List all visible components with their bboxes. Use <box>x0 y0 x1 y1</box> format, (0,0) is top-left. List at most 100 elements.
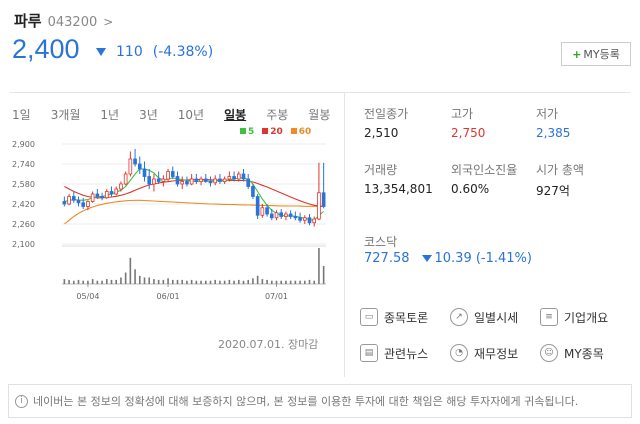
stat-value: 2,750 <box>451 126 486 140</box>
chat-icon: ▭ <box>360 308 378 326</box>
tab-monthly[interactable]: 월봉 <box>308 108 331 122</box>
stat-low: 저가 2,385 <box>536 106 570 140</box>
volume-bar <box>153 279 155 284</box>
candle <box>312 218 317 224</box>
volume-bar <box>233 280 235 284</box>
candle <box>241 173 246 180</box>
volume-bar <box>105 279 108 284</box>
volume-bar <box>190 279 193 284</box>
candle <box>90 193 95 202</box>
stat-value: 927억 <box>536 184 570 198</box>
candle <box>284 213 288 217</box>
tab-1d[interactable]: 1일 <box>12 108 31 122</box>
stat-high: 고가 2,750 <box>451 106 485 140</box>
volume-bar <box>129 257 132 284</box>
candle <box>279 212 284 217</box>
volume-bar <box>252 278 254 284</box>
volume-bar <box>138 275 141 284</box>
price-chart[interactable]: 2,900 2,740 2,580 2,420 2,260 2,100 05/04 06/01… <box>10 138 330 306</box>
stat-market-cap: 시가 총액 927억 <box>536 162 584 199</box>
ma60-line <box>64 199 324 225</box>
link-related-news[interactable]: ▤ 관련뉴스 <box>360 344 428 362</box>
link-daily-price[interactable]: ↗ 일별시세 <box>450 308 518 326</box>
disclaimer-text: 네이버는 본 정보의 정확성에 대해 보증하지 않으며, 본 정보를 이용한 투… <box>33 395 579 408</box>
tab-1y[interactable]: 1년 <box>100 108 120 122</box>
candle <box>185 181 189 185</box>
stock-code: 043200 <box>47 15 98 30</box>
candle <box>175 176 180 185</box>
volume-bar <box>261 279 264 284</box>
volume-bar <box>266 279 268 284</box>
stat-label: 저가 <box>536 107 559 121</box>
document-icon: ≡ <box>540 308 558 326</box>
tab-weekly[interactable]: 주봉 <box>266 108 289 122</box>
trend-icon: ↗ <box>450 308 468 326</box>
divider <box>10 92 630 93</box>
volume-bar <box>120 277 122 284</box>
volume-bar <box>200 280 202 284</box>
candle <box>213 178 218 184</box>
volume-bar <box>294 280 297 284</box>
tab-daily[interactable]: 일봉 <box>224 108 247 122</box>
volume-bar <box>101 280 103 284</box>
price-change: 110 (-4.38%) <box>96 44 213 60</box>
kosdaq-index: 727.58 10.39 (-1.41%) <box>364 251 532 266</box>
down-triangle-icon <box>421 255 432 262</box>
candle <box>194 178 199 182</box>
candle <box>156 178 161 182</box>
stat-label: 시가 총액 <box>536 163 584 177</box>
link-financials[interactable]: ◔ 재무정보 <box>450 344 518 362</box>
link-my-stocks[interactable]: ☺ MY종목 <box>540 344 604 362</box>
volume-bar <box>214 279 217 284</box>
volume-bar <box>162 279 165 284</box>
volume-bar <box>285 280 287 284</box>
candle <box>142 168 147 177</box>
candle <box>114 188 119 195</box>
volume-bar <box>176 279 179 284</box>
candle <box>128 158 133 175</box>
volume-bar <box>318 248 320 284</box>
volume-bar <box>270 280 273 284</box>
link-company-overview[interactable]: ≡ 기업개요 <box>540 308 608 326</box>
candle <box>274 212 279 219</box>
candle <box>147 176 152 185</box>
candle <box>317 192 321 220</box>
legend-item: 60 <box>290 127 311 137</box>
stock-title[interactable]: 파루 043200 > <box>14 10 113 31</box>
volume-bar <box>77 279 80 284</box>
kosdaq-change-wrap: 10.39 (-1.41%) <box>421 251 532 266</box>
candle <box>62 201 67 205</box>
divider <box>344 92 345 377</box>
down-triangle-icon <box>96 48 106 56</box>
legend-item: 5 <box>240 127 254 137</box>
volume-bar <box>110 279 113 284</box>
candle <box>199 178 203 182</box>
link-label: 관련뉴스 <box>384 346 429 361</box>
link-label: 종목토론 <box>384 310 429 325</box>
candle <box>265 207 269 215</box>
change-amount: 110 <box>116 44 143 60</box>
stat-label: 외국인소진율 <box>451 163 518 177</box>
candle <box>232 176 236 180</box>
volume-bar <box>289 280 292 284</box>
link-discussion[interactable]: ▭ 종목토론 <box>360 308 428 326</box>
tab-3y[interactable]: 3년 <box>139 108 158 122</box>
candle <box>255 196 260 216</box>
tab-3m[interactable]: 3개월 <box>50 108 81 122</box>
link-label: 일별시세 <box>474 310 519 325</box>
legend-label: 20 <box>270 127 283 137</box>
tab-10y[interactable]: 10년 <box>177 108 205 122</box>
my-register-button[interactable]: + MY등록 <box>561 42 631 66</box>
kosdaq-change: 10.39 (-1.41%) <box>434 251 532 266</box>
candle <box>76 199 81 204</box>
volume-bar <box>181 279 184 284</box>
candle <box>288 213 293 217</box>
chevron-right-icon: > <box>103 15 114 29</box>
candle <box>222 178 227 182</box>
y-tick-label: 2,900 <box>12 140 35 149</box>
volume-bar <box>134 269 136 284</box>
user-icon: ☺ <box>540 344 558 362</box>
stat-label: 전일종가 <box>364 107 409 121</box>
candle <box>152 178 156 185</box>
stat-label: 거래량 <box>364 163 398 177</box>
